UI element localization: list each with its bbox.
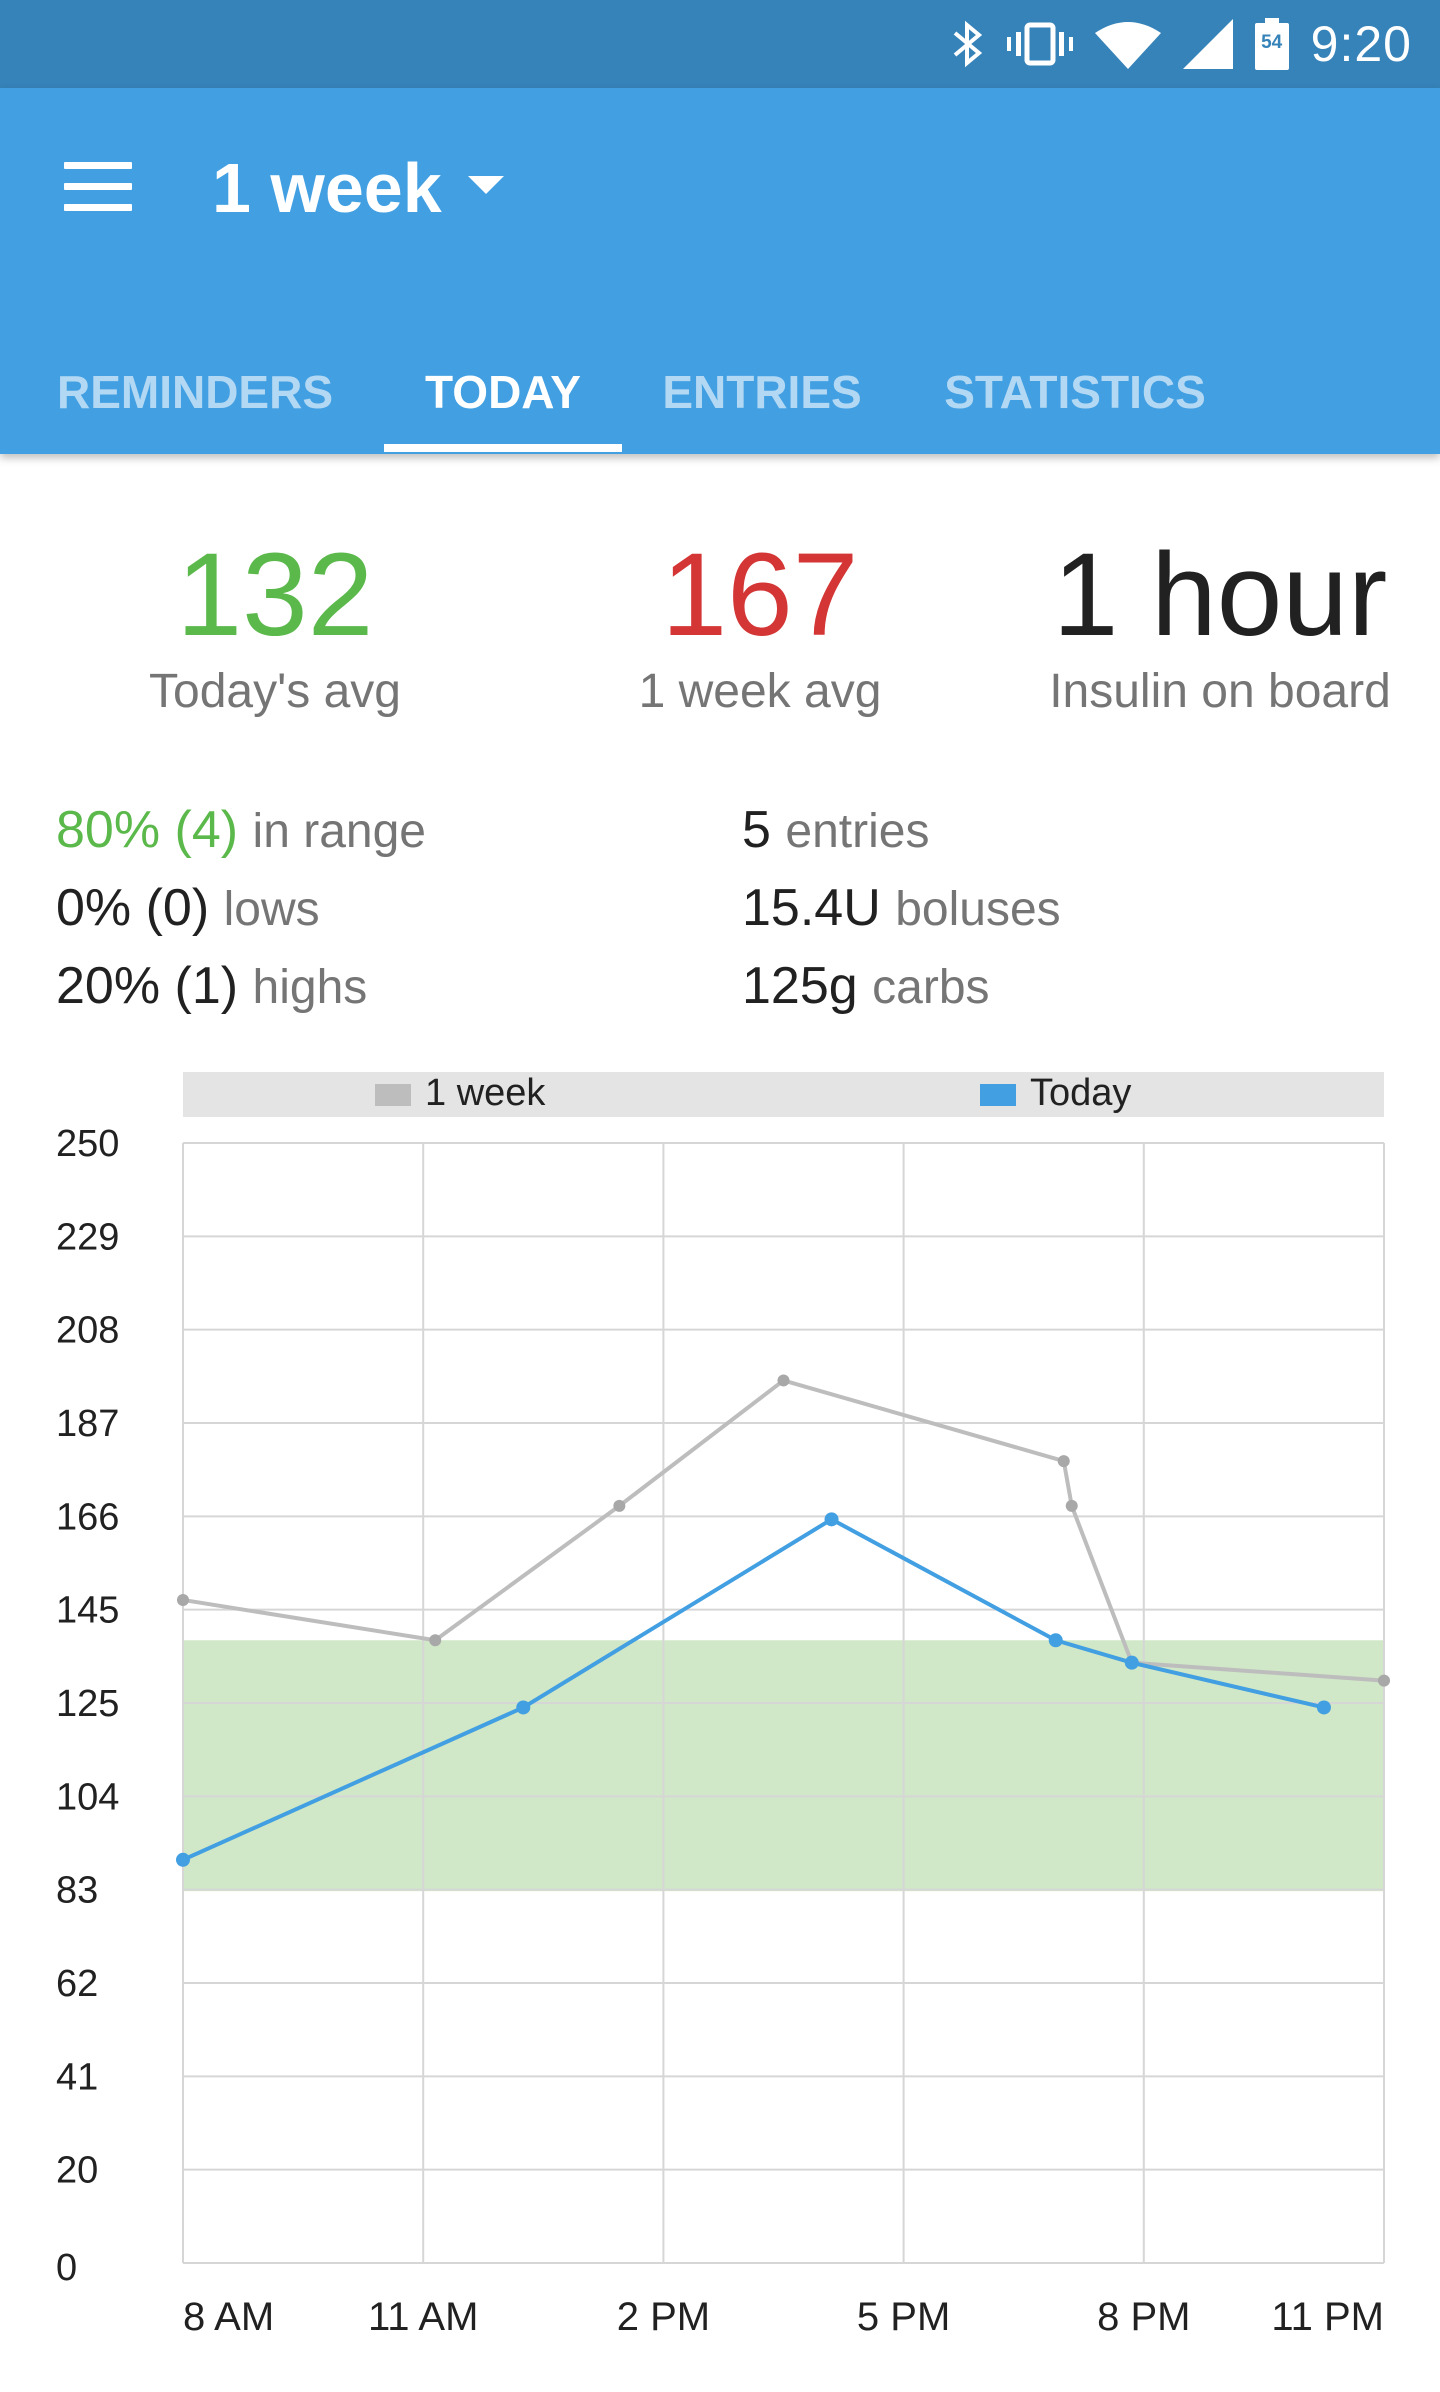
today-avg-value: 132 <box>176 529 374 661</box>
period-selector[interactable]: 1 week <box>212 149 442 227</box>
y-tick-label: 187 <box>56 1403 119 1445</box>
in-range-row: 80% (4) in range <box>56 801 426 859</box>
wifi-icon <box>1094 22 1161 69</box>
y-tick-label: 145 <box>56 1590 119 1632</box>
data-point <box>176 1852 190 1867</box>
data-point <box>1048 1633 1063 1648</box>
y-tick-label: 166 <box>56 1496 119 1538</box>
range-details: 80% (4) in range 0% (0) lows 20% (1) hig… <box>56 792 426 1026</box>
dropdown-arrow-icon[interactable] <box>468 176 504 194</box>
x-tick-label: 8 AM <box>183 2295 274 2339</box>
series-line <box>182 1517 1325 1862</box>
tab-bar: REMINDERS TODAY ENTRIES STATISTICS <box>0 332 1440 454</box>
y-tick-label: 0 <box>56 2247 77 2289</box>
battery-level: 54 <box>1261 32 1283 53</box>
data-point <box>1124 1655 1139 1670</box>
tab-entries[interactable]: ENTRIES <box>662 366 862 418</box>
data-point <box>177 1593 189 1606</box>
legend-bar <box>183 1072 1384 1117</box>
battery-icon: 54 <box>1254 18 1289 70</box>
tab-statistics[interactable]: STATISTICS <box>944 366 1206 418</box>
status-bar: 54 9:20 <box>0 0 1440 88</box>
legend-swatch <box>375 1084 411 1106</box>
x-tick-label: 2 PM <box>617 2295 710 2339</box>
highs-row: 20% (1) highs <box>56 957 368 1015</box>
x-tick-label: 11 PM <box>1271 2295 1384 2339</box>
data-point <box>1057 1455 1070 1468</box>
week-avg-stat: 167 1 week avg <box>600 530 920 719</box>
y-tick-label: 208 <box>56 1310 119 1352</box>
lows-row: 0% (0) lows <box>56 879 320 937</box>
y-tick-label: 229 <box>56 1216 119 1258</box>
data-point <box>429 1634 442 1647</box>
iob-stat: 1 hour Insulin on board <box>1020 530 1420 719</box>
today-avg-label: Today's avg <box>149 665 401 718</box>
legend-swatch <box>980 1084 1016 1106</box>
today-avg-stat: 132 Today's avg <box>110 530 440 719</box>
iob-value: 1 hour <box>1052 529 1388 661</box>
clock: 9:20 <box>1310 16 1412 72</box>
data-point <box>1065 1499 1078 1512</box>
y-tick-label: 83 <box>56 1870 98 1912</box>
data-point <box>613 1499 626 1512</box>
data-point <box>1378 1674 1390 1687</box>
x-tick-label: 11 AM <box>368 2295 478 2339</box>
carbs-row: 125g carbs <box>742 957 990 1015</box>
tab-today[interactable]: TODAY <box>425 366 581 418</box>
y-tick-label: 250 <box>56 1123 119 1165</box>
y-tick-label: 20 <box>56 2150 98 2192</box>
glucose-chart: 1 week Today 250 229 208 187 166 145 125 104 83 62 4… <box>56 1072 1390 2339</box>
boluses-row: 15.4U boluses <box>742 879 1061 937</box>
x-tick-label: 5 PM <box>857 2295 950 2339</box>
y-tick-label: 62 <box>56 1963 98 2005</box>
data-point <box>777 1374 790 1387</box>
week-avg-value: 167 <box>661 529 859 661</box>
signal-icon <box>1182 19 1233 69</box>
status-icons: 54 9:20 <box>951 0 1412 88</box>
week-avg-label: 1 week avg <box>638 665 882 718</box>
x-tick-label: 8 PM <box>1097 2295 1190 2339</box>
data-point <box>1316 1700 1331 1715</box>
tab-reminders[interactable]: REMINDERS <box>56 366 334 418</box>
vibrate-icon <box>1006 22 1073 66</box>
target-range-band <box>183 1640 1384 1892</box>
legend-label: 1 week <box>425 1072 546 1114</box>
y-tick-label: 41 <box>56 2056 98 2098</box>
iob-label: Insulin on board <box>1049 665 1391 718</box>
app-bar: 1 week <box>0 88 1440 454</box>
y-tick-label: 125 <box>56 1683 119 1725</box>
tab-indicator <box>384 444 622 452</box>
entries-row: 5 entries <box>742 801 930 859</box>
legend-label: Today <box>1030 1072 1131 1114</box>
entry-details: 5 entries 15.4U boluses 125g carbs <box>742 792 1061 1026</box>
series-line <box>182 1378 1385 1683</box>
data-point <box>824 1512 839 1527</box>
bluetooth-icon <box>953 20 982 68</box>
y-tick-label: 104 <box>56 1776 119 1818</box>
menu-icon[interactable] <box>64 162 132 214</box>
data-point <box>516 1700 531 1715</box>
